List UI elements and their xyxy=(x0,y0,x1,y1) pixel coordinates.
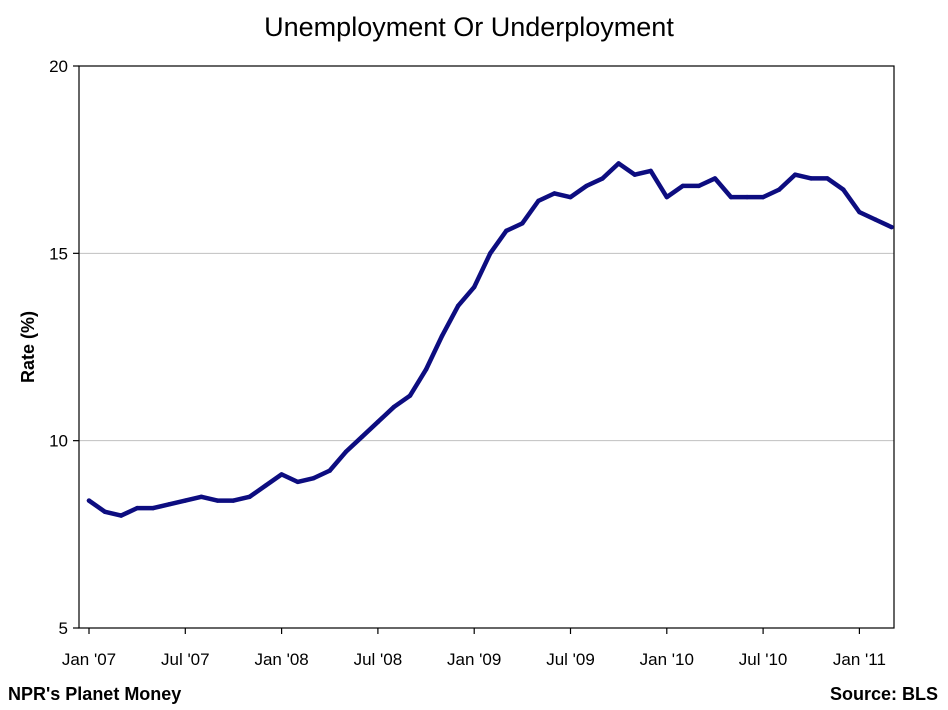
data-point xyxy=(439,333,445,338)
data-point xyxy=(375,419,381,425)
data-point xyxy=(809,176,814,181)
data-point xyxy=(841,187,846,192)
y-axis: 5 10 15 20 xyxy=(49,57,79,638)
data-point xyxy=(680,183,686,189)
data-point xyxy=(536,198,541,204)
y-axis-label: Rate (%) xyxy=(18,311,38,383)
data-point xyxy=(167,502,172,507)
data-point xyxy=(825,176,830,181)
data-point xyxy=(568,194,573,200)
data-point xyxy=(134,505,140,511)
data-point xyxy=(857,209,862,215)
data-point xyxy=(889,224,894,230)
y-tick-label: 10 xyxy=(49,432,68,451)
data-point xyxy=(504,228,509,234)
data-point xyxy=(455,303,461,308)
data-point xyxy=(423,367,429,372)
data-point xyxy=(343,449,348,455)
gridlines xyxy=(79,252,894,442)
data-point xyxy=(520,221,525,226)
data-point xyxy=(215,498,220,503)
data-point xyxy=(407,393,413,398)
data-point xyxy=(199,494,204,500)
data-point xyxy=(744,194,750,200)
data-point xyxy=(327,468,332,473)
x-tick-label: Jan '08 xyxy=(254,650,308,669)
data-point xyxy=(616,161,621,166)
x-tick-label: Jul '07 xyxy=(161,650,210,669)
x-tick-label: Jul '10 xyxy=(739,650,788,669)
x-tick-label: Jan '10 xyxy=(640,650,694,669)
data-point xyxy=(600,176,605,181)
data-point xyxy=(263,483,268,488)
data-point xyxy=(632,172,637,177)
data-point xyxy=(311,475,316,481)
x-tick-label: Jul '08 xyxy=(354,650,403,669)
footer-credit: NPR's Planet Money xyxy=(8,684,181,704)
data-point xyxy=(696,183,702,189)
x-tick-label: Jan '07 xyxy=(62,650,116,669)
data-point xyxy=(151,505,156,511)
data-point xyxy=(86,498,92,503)
plot-area xyxy=(78,65,895,629)
x-tick-label: Jan '11 xyxy=(833,650,886,669)
y-tick-label: 5 xyxy=(59,619,68,638)
data-point xyxy=(231,498,236,503)
footer-source: Source: BLS xyxy=(830,684,938,704)
data-point xyxy=(760,194,766,200)
data-point xyxy=(873,217,878,222)
data-point xyxy=(102,509,108,515)
series-line-0 xyxy=(86,161,894,518)
data-point xyxy=(552,191,557,196)
data-point xyxy=(183,498,188,503)
data-point xyxy=(391,404,397,410)
data-point xyxy=(118,513,124,518)
data-point xyxy=(648,168,653,174)
x-tick-label: Jan '09 xyxy=(447,650,501,669)
data-point xyxy=(359,434,365,440)
x-axis: Jan '07 Jul '07 Jan '08 Jul '08 Jan '09 Jul '… xyxy=(62,628,886,669)
x-tick-label: Jul '09 xyxy=(546,650,595,669)
data-point xyxy=(488,251,493,256)
data-point xyxy=(279,472,284,477)
data-point xyxy=(247,494,252,500)
data-point xyxy=(712,176,718,181)
data-point xyxy=(728,194,734,200)
data-point xyxy=(776,187,782,192)
data-point xyxy=(664,194,669,200)
y-tick-label: 20 xyxy=(49,57,68,76)
y-tick-label: 15 xyxy=(49,244,68,263)
chart-title: Unemployment Or Underployment xyxy=(264,12,674,42)
data-point xyxy=(295,479,300,485)
data-point xyxy=(584,183,589,189)
data-point xyxy=(472,284,477,290)
data-point xyxy=(793,172,798,177)
series-layer xyxy=(86,161,894,518)
